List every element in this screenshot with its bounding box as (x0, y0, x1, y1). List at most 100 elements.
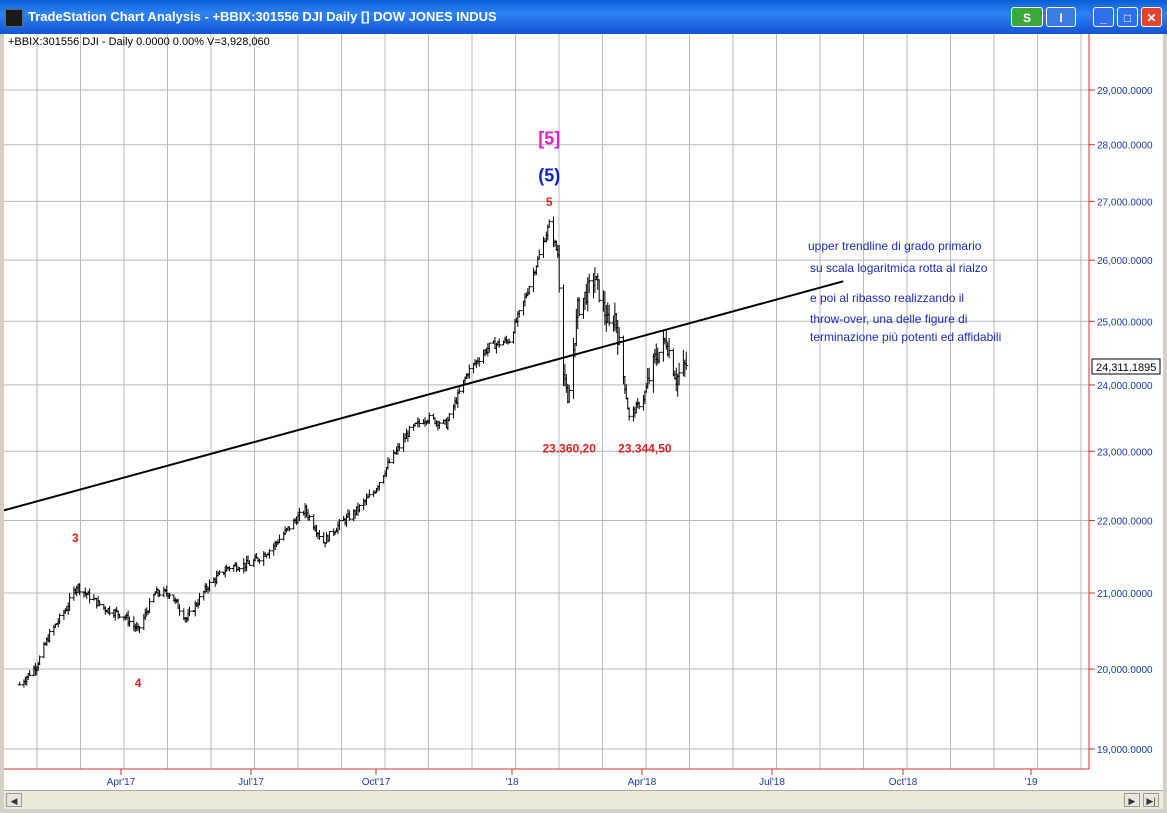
price-bar (397, 443, 402, 452)
price-bar (187, 606, 192, 617)
price-bar (127, 616, 132, 627)
last-price-label: 24,311.1895 (1096, 362, 1156, 374)
y-tick-label: 19,000.0000 (1097, 745, 1153, 756)
price-bar (77, 583, 82, 596)
x-tick-label: Apr'18 (628, 777, 657, 788)
wave-label: 23.344,50 (618, 442, 672, 456)
commentary-line: e poi al ribasso realizzando il (810, 291, 964, 305)
price-bar (247, 560, 252, 566)
price-bar (267, 549, 272, 559)
y-tick-label: 27,000.0000 (1097, 197, 1153, 208)
x-tick-label: Jul'18 (759, 777, 785, 788)
price-bar (417, 418, 422, 428)
price-bar (467, 364, 472, 379)
sync-button[interactable]: S (1011, 7, 1043, 27)
price-chart: 19,000.0000 20,000.0000 21,000.0000 22,000.… (0, 34, 1161, 788)
price-bar (307, 514, 312, 521)
scroll-end-icon[interactable]: ▶| (1143, 793, 1159, 807)
price-bar (197, 592, 202, 606)
price-bar (677, 362, 682, 386)
wave-label: 4 (135, 676, 142, 690)
close-button[interactable]: ✕ (1141, 7, 1162, 27)
commentary-line: throw-over, una delle figure di (810, 312, 967, 326)
upper-trendline[interactable] (0, 280, 844, 513)
y-tick-label: 22,000.0000 (1097, 517, 1153, 528)
title-bar: TradeStation Chart Analysis - +BBIX:3015… (0, 0, 1167, 34)
price-bar (537, 249, 542, 260)
y-tick-label: 25,000.0000 (1097, 317, 1153, 328)
price-bar (57, 613, 62, 625)
price-bar (377, 482, 382, 491)
last-price-marker (1091, 358, 1161, 375)
price-bar (517, 309, 522, 318)
price-bar (317, 530, 322, 540)
price-bar (237, 566, 242, 572)
info-button[interactable]: I (1046, 7, 1076, 27)
price-bar (607, 305, 612, 326)
price-bar (347, 510, 352, 521)
price-bar (497, 338, 502, 348)
chart-area[interactable]: 19,000.0000 20,000.0000 21,000.0000 22,000.… (0, 34, 1163, 790)
price-bar (527, 285, 532, 295)
price-bar (477, 357, 482, 367)
x-tick-label: '19 (1024, 777, 1037, 788)
price-bar (507, 338, 512, 344)
y-tick-label: 29,000.0000 (1097, 86, 1153, 97)
horizontal-scrollbar[interactable]: ◀ ▶ ▶| (4, 790, 1163, 809)
price-bar (277, 534, 282, 544)
price-bar (357, 504, 362, 513)
price-bar (684, 351, 689, 370)
price-bar (547, 219, 552, 228)
price-bar (117, 613, 122, 619)
y-tick-label: 20,000.0000 (1097, 665, 1153, 676)
x-tick-label: Oct'17 (362, 777, 391, 788)
x-tick-label: '18 (505, 777, 518, 788)
price-bar (17, 681, 22, 686)
price-bar (447, 413, 452, 422)
wave-label: [5] (538, 129, 560, 149)
price-bar (167, 592, 172, 600)
y-tick-label: 28,000.0000 (1097, 141, 1153, 152)
maximize-button[interactable]: □ (1117, 7, 1138, 27)
price-bar (327, 531, 332, 542)
price-bar (567, 385, 572, 403)
price-bar (637, 401, 642, 410)
scroll-left-arrow-icon[interactable]: ◀ (6, 793, 22, 807)
price-bar (337, 518, 342, 531)
minimize-button[interactable]: _ (1093, 7, 1114, 27)
price-bar (157, 589, 162, 597)
price-bar (667, 337, 672, 359)
wave-label: 23.360,20 (543, 442, 597, 456)
price-bar (227, 566, 232, 572)
price-bar (177, 604, 182, 616)
commentary-line: su scala logaritmica rotta al rialzo (810, 261, 988, 275)
scroll-right-arrow-icon[interactable]: ▶ (1124, 793, 1140, 807)
price-bar (557, 244, 562, 293)
price-bar (647, 367, 652, 385)
price-bar (587, 273, 592, 294)
app-icon[interactable] (5, 9, 23, 27)
price-bar (87, 588, 92, 604)
price-bar (457, 386, 462, 394)
x-tick-label: Apr'17 (107, 777, 136, 788)
price-bar (217, 570, 222, 575)
price-bar (391, 449, 396, 464)
price-bar (627, 407, 632, 421)
price-bar (137, 626, 142, 634)
price-bar (207, 579, 212, 592)
price-bar (597, 279, 602, 303)
wave-label: 3 (72, 531, 79, 545)
price-bar (387, 458, 392, 464)
wave-label: 5 (546, 195, 553, 209)
price-bar (47, 628, 52, 643)
price-bar (27, 670, 32, 677)
price-bar (487, 342, 492, 353)
price-bar (657, 351, 662, 364)
price-bar (91, 594, 96, 601)
price-bar (427, 412, 432, 424)
price-bar (107, 605, 112, 616)
x-tick-label: Oct'18 (889, 777, 918, 788)
price-bar (67, 592, 72, 612)
commentary-line: upper trendline di grado primario (808, 239, 982, 253)
price-bar (577, 297, 582, 317)
